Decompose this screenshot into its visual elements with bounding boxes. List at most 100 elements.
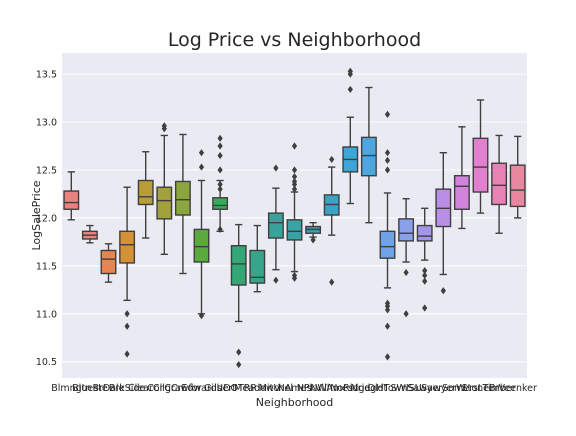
y-tick-label: 11.5 xyxy=(36,261,57,272)
box-group xyxy=(137,151,154,239)
outlier-point xyxy=(273,164,279,172)
box-group xyxy=(416,207,433,312)
x-axis-tick-labels: BlmngtnBluesteBrDaleBrkSideClearCrCollgC… xyxy=(51,383,537,394)
box-group xyxy=(379,110,396,361)
outlier-point xyxy=(384,149,391,157)
y-tick-label: 10.5 xyxy=(36,357,57,368)
x-tick-label: Mitchel xyxy=(259,383,293,394)
outlier-point xyxy=(291,185,298,193)
x-axis-label: Neighborhood xyxy=(256,396,333,409)
x-tick-label: CollgCr xyxy=(147,383,181,394)
outlier-point xyxy=(198,312,205,320)
x-tick-label: NoRidge xyxy=(330,383,370,394)
y-axis-tick-labels: 10.5 11.0 11.5 12.0 12.5 13.0 13.5 xyxy=(36,70,57,369)
box-group xyxy=(63,171,80,221)
outlier-point xyxy=(384,306,391,314)
box-iqr xyxy=(193,228,210,263)
outlier-point xyxy=(217,134,223,142)
box-group xyxy=(491,134,508,234)
box-group xyxy=(305,221,322,244)
x-tick-label: ClearCr xyxy=(128,383,163,394)
box-iqr xyxy=(509,164,526,208)
box-iqr xyxy=(491,162,508,206)
outlier-point xyxy=(124,350,130,358)
x-tick-label: NPkVill xyxy=(297,383,330,394)
outlier-point xyxy=(291,142,298,150)
box-group xyxy=(81,224,98,244)
box-iqr xyxy=(472,137,489,193)
x-tick-label: Gilbert xyxy=(204,383,236,394)
box-group xyxy=(193,149,210,320)
x-tick-label: Blmngtn xyxy=(51,383,91,394)
box-group xyxy=(156,122,173,256)
box-group xyxy=(435,152,452,295)
box-iqr xyxy=(249,249,266,284)
box-group xyxy=(212,134,229,234)
outlier-point xyxy=(329,278,335,286)
x-tick-label: Timber xyxy=(482,383,516,394)
outlier-point xyxy=(440,287,446,295)
box-group xyxy=(453,126,470,230)
box-iqr xyxy=(379,230,396,259)
x-tick-label: OldTown xyxy=(368,383,408,394)
box-group xyxy=(174,133,191,275)
y-tick-label: 13.0 xyxy=(36,118,57,129)
outlier-point xyxy=(291,173,298,181)
outlier-point xyxy=(403,268,409,277)
outlier-point xyxy=(384,110,391,118)
box-group xyxy=(230,223,247,369)
x-tick-label: BrkSide xyxy=(109,383,146,394)
x-tick-label: MeadowV xyxy=(234,383,280,394)
box-iqr xyxy=(453,175,470,210)
outlier-point xyxy=(236,348,242,356)
box-iqr xyxy=(100,249,117,275)
box-group xyxy=(119,186,136,358)
x-tick-label: Veenker xyxy=(499,383,537,394)
y-axis-label: LogSalePrice xyxy=(30,180,43,250)
outlier-point xyxy=(291,180,298,188)
box-group xyxy=(398,198,415,318)
box-iqr xyxy=(416,224,433,242)
outlier-point xyxy=(403,310,409,318)
x-tick-label: Crawfor xyxy=(164,383,201,394)
box-iqr xyxy=(63,190,80,210)
x-tick-label: Sawyer xyxy=(407,383,442,394)
box-group xyxy=(509,135,526,219)
outlier-point xyxy=(198,149,205,157)
x-tick-label: NWAmes xyxy=(310,383,353,394)
outlier-point xyxy=(124,310,130,318)
x-tick-label: SawyerW xyxy=(421,383,466,394)
outlier-point xyxy=(161,125,167,133)
box-iqr xyxy=(156,186,173,220)
outlier-point xyxy=(384,322,391,330)
outlier-point xyxy=(217,142,223,150)
outlier-point xyxy=(384,166,391,174)
outlier-point xyxy=(347,70,353,78)
x-tick-label: BrDale xyxy=(92,383,124,394)
box-group xyxy=(267,164,284,284)
outlier-point xyxy=(329,155,335,164)
box-group xyxy=(342,67,359,205)
outlier-point xyxy=(384,156,391,164)
outlier-point xyxy=(291,274,298,282)
y-tick-label: 13.5 xyxy=(36,70,57,81)
outlier-point xyxy=(384,353,391,361)
x-tick-label: SWISU xyxy=(390,383,421,394)
outlier-point xyxy=(384,302,391,310)
outlier-point xyxy=(422,304,428,312)
y-tick-label: 12.0 xyxy=(36,213,57,224)
outlier-point xyxy=(291,166,298,174)
y-tick-label: 12.5 xyxy=(36,165,57,176)
box-iqr xyxy=(212,197,229,210)
box-iqr xyxy=(360,136,377,177)
outlier-point xyxy=(198,163,205,171)
outlier-point xyxy=(217,185,223,193)
outlier-point xyxy=(124,322,130,330)
outlier-point xyxy=(217,151,223,160)
outlier-point xyxy=(217,180,223,188)
outlier-point xyxy=(310,236,316,244)
x-tick-label: StoneBr xyxy=(462,383,500,394)
outlier-point xyxy=(236,360,242,369)
